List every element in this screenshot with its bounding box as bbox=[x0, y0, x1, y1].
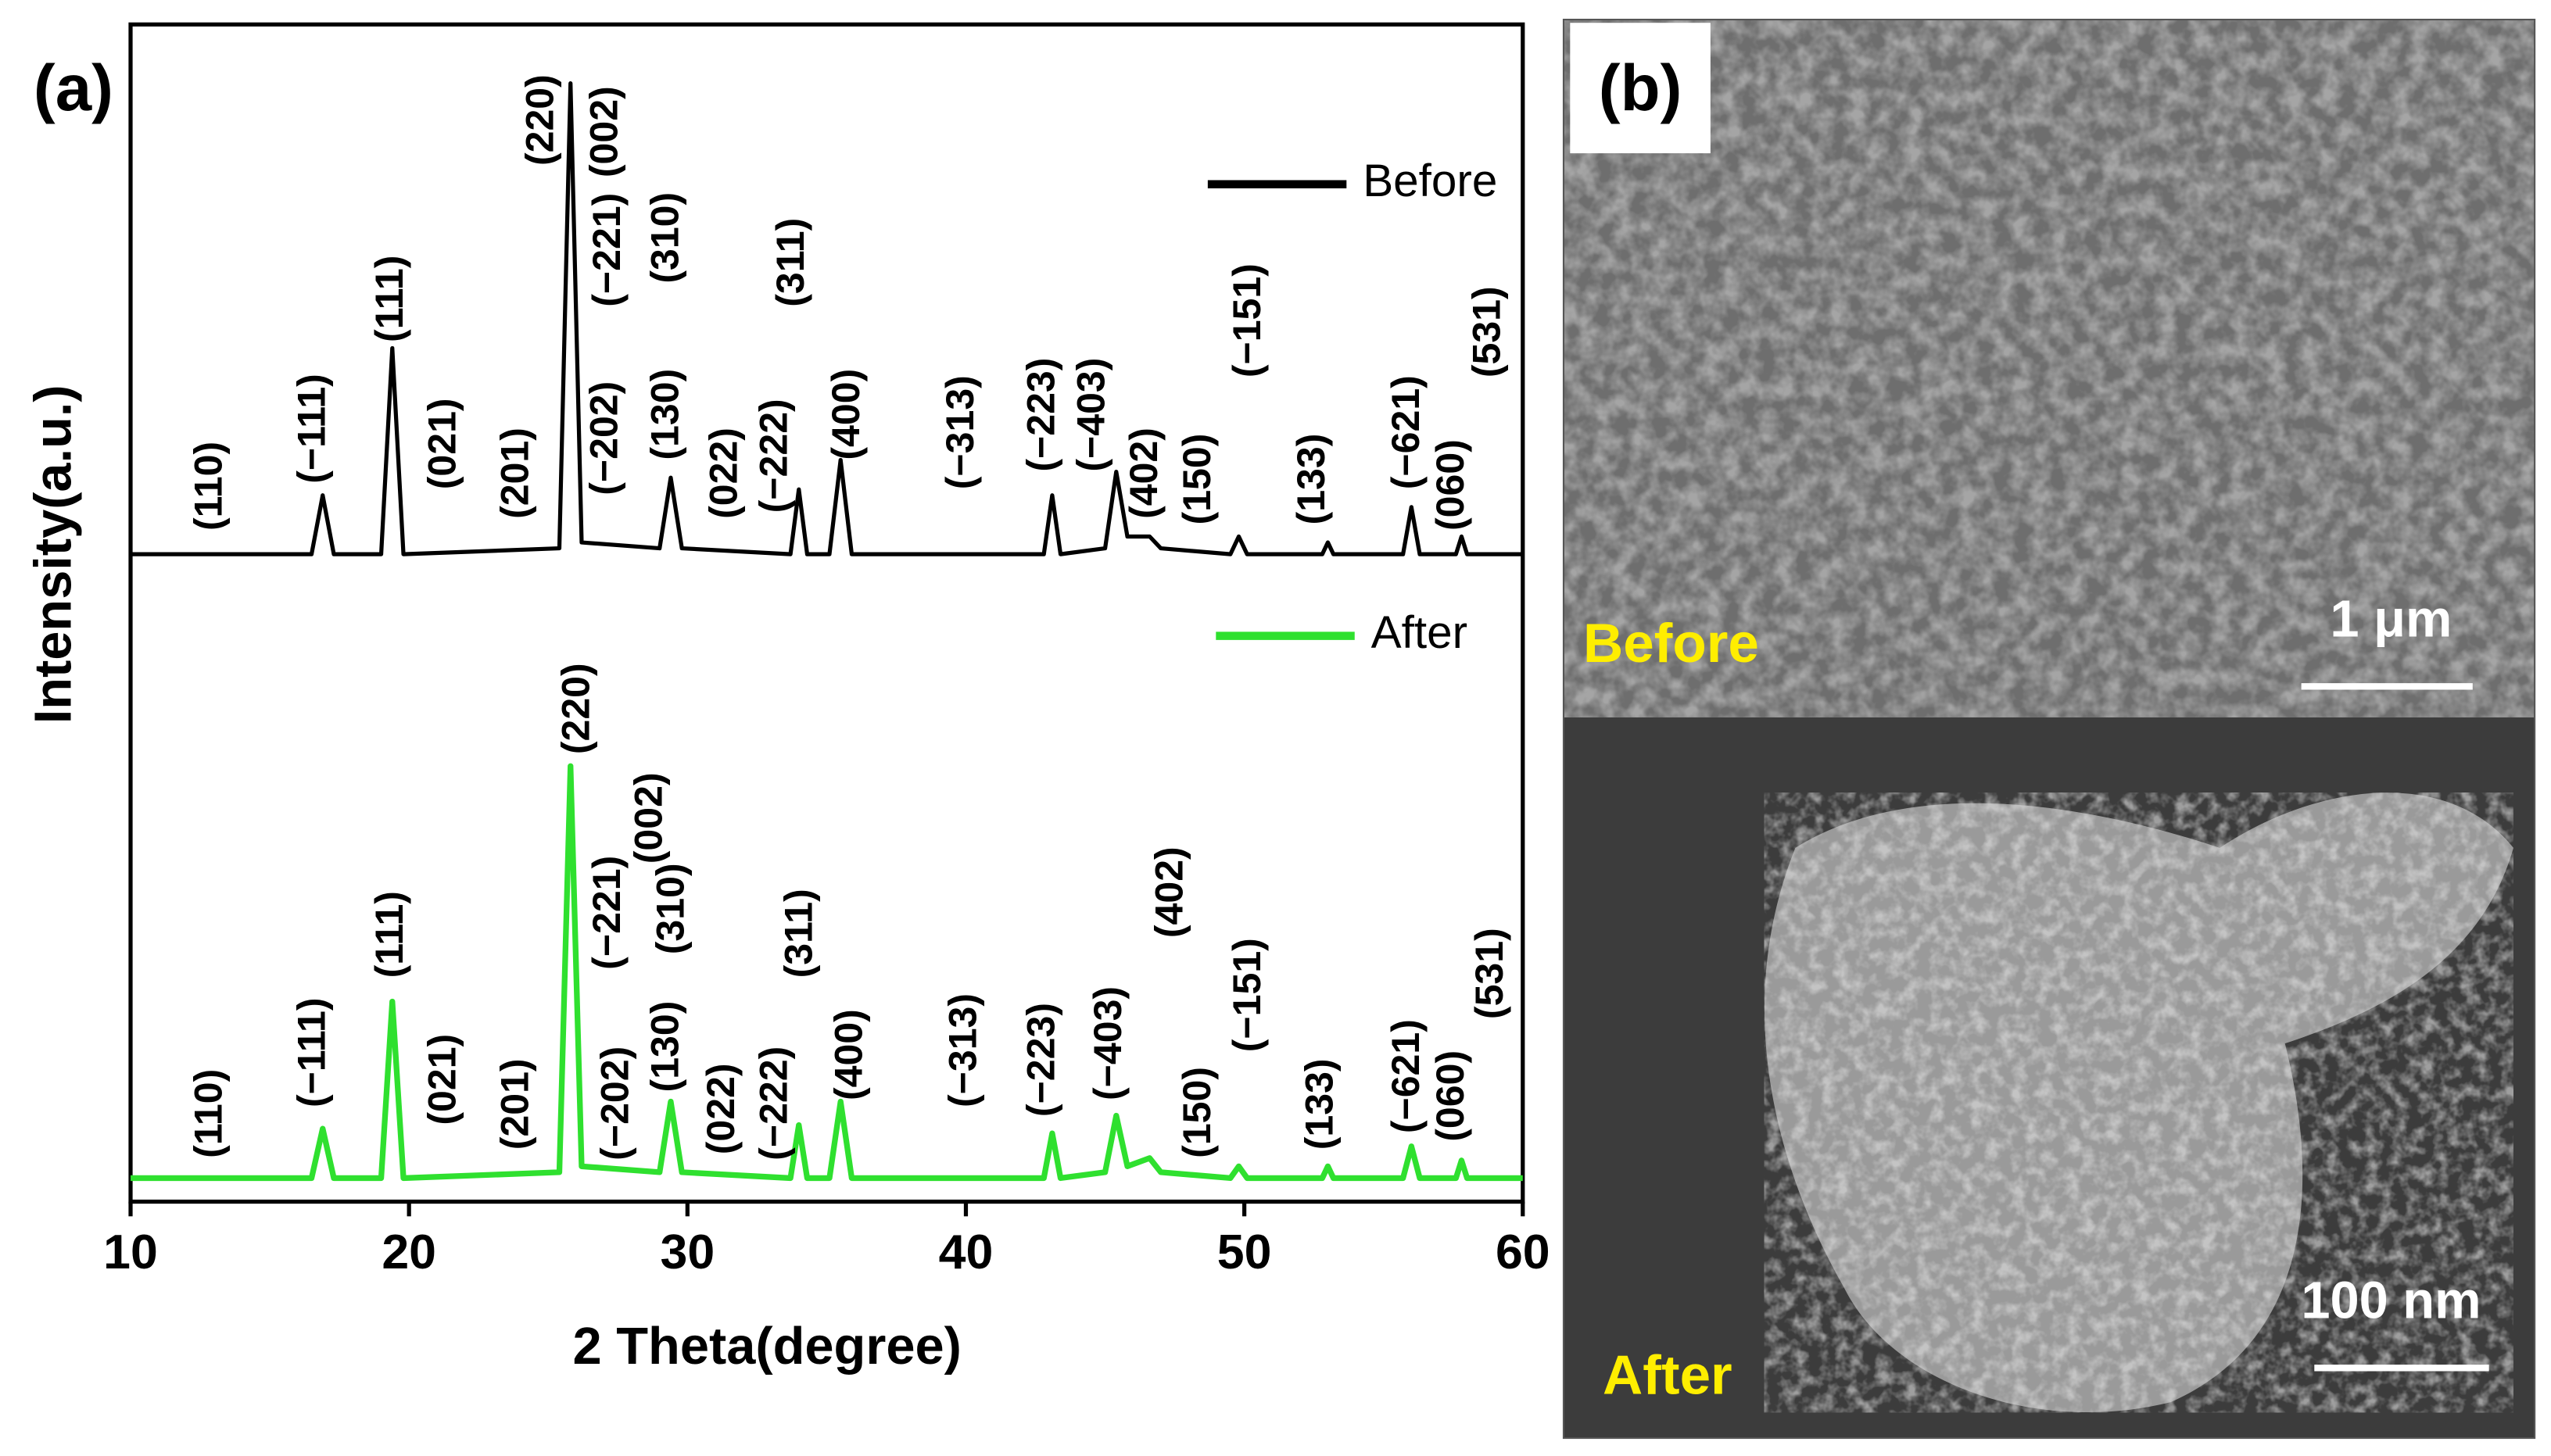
x-tick-label: 20 bbox=[382, 1225, 436, 1279]
peak-label: (−403) bbox=[1086, 986, 1130, 1100]
peak-label: (022) bbox=[699, 1063, 743, 1154]
scale-label: 1 μm bbox=[2330, 591, 2452, 649]
peak-label: (002) bbox=[626, 772, 670, 864]
x-tick-label: 30 bbox=[660, 1225, 715, 1279]
x-tick-label: 40 bbox=[939, 1225, 994, 1279]
peak-label: (−151) bbox=[1225, 263, 1269, 377]
peak-label: (111) bbox=[367, 891, 411, 978]
sem-label: Before bbox=[1583, 613, 1759, 674]
peak-label: (130) bbox=[643, 369, 687, 460]
peak-label: (−223) bbox=[1019, 358, 1062, 472]
peak-label: (531) bbox=[1467, 928, 1511, 1019]
peak-label: (−202) bbox=[582, 381, 625, 495]
peak-label: (110) bbox=[187, 442, 231, 531]
sem-label: After bbox=[1603, 1345, 1732, 1407]
peak-label: (−223) bbox=[1019, 1003, 1062, 1117]
peak-label: (402) bbox=[1147, 846, 1191, 938]
peak-label: (−313) bbox=[938, 375, 982, 489]
peak-label: (311) bbox=[777, 889, 821, 978]
peak-label: (060) bbox=[1428, 1050, 1472, 1142]
scale-label: 100 nm bbox=[2301, 1272, 2481, 1330]
peak-label: (531) bbox=[1464, 286, 1508, 377]
peak-label: (220) bbox=[518, 74, 561, 166]
plot-frame bbox=[128, 22, 1525, 1204]
peak-label: (−621) bbox=[1384, 375, 1428, 489]
peak-label: (−313) bbox=[941, 993, 985, 1107]
peak-label: (150) bbox=[1175, 434, 1219, 525]
panel-label: (b) bbox=[1599, 51, 1682, 124]
peak-label: (150) bbox=[1175, 1067, 1219, 1158]
peak-label: (402) bbox=[1122, 427, 1166, 519]
x-axis-title: 2 Theta(degree) bbox=[573, 1318, 962, 1376]
legend-label: After bbox=[1371, 607, 1467, 658]
peak-label: (311) bbox=[769, 218, 812, 307]
x-tick-label: 60 bbox=[1496, 1225, 1550, 1279]
peak-label: (−222) bbox=[752, 1046, 796, 1161]
peak-label: (060) bbox=[1428, 439, 1472, 531]
peak-label: (−403) bbox=[1069, 358, 1113, 472]
peak-label: (−111) bbox=[289, 997, 333, 1107]
peak-label: (−222) bbox=[752, 399, 796, 513]
peak-label: (021) bbox=[421, 1034, 464, 1125]
xrd-line bbox=[131, 763, 1523, 1182]
peak-label: (−621) bbox=[1384, 1019, 1428, 1133]
panel-label: (a) bbox=[34, 51, 113, 124]
y-axis-title: Intensity(a.u.) bbox=[25, 385, 83, 724]
legend-label: Before bbox=[1363, 156, 1497, 206]
x-tick-label: 50 bbox=[1217, 1225, 1272, 1279]
peak-label: (021) bbox=[421, 398, 464, 489]
peak-label: (400) bbox=[827, 1009, 871, 1100]
peak-label: (002) bbox=[582, 86, 625, 177]
peak-label: (133) bbox=[1298, 1058, 1342, 1150]
peak-label: (201) bbox=[493, 1058, 536, 1150]
peak-label: (400) bbox=[824, 369, 868, 460]
peak-label: (−202) bbox=[593, 1046, 637, 1161]
peak-label: (022) bbox=[701, 427, 745, 519]
peak-label: (−111) bbox=[289, 374, 333, 484]
xrd-line bbox=[131, 80, 1523, 556]
x-tick-label: 10 bbox=[103, 1225, 158, 1279]
sem-particle-texture bbox=[1764, 792, 2513, 1413]
peak-label: (130) bbox=[643, 1001, 687, 1093]
peak-label: (−151) bbox=[1225, 938, 1269, 1052]
peak-label: (−221) bbox=[585, 856, 629, 970]
panel-label-box bbox=[1570, 23, 1711, 154]
peak-label: (310) bbox=[649, 863, 693, 954]
sem-texture bbox=[1563, 20, 2535, 717]
peak-label: (310) bbox=[643, 192, 687, 284]
peak-label: (−221) bbox=[585, 193, 629, 307]
peak-label: (111) bbox=[367, 256, 411, 342]
peak-label: (220) bbox=[554, 663, 598, 754]
sem-frame bbox=[1562, 18, 2536, 1440]
peak-label: (133) bbox=[1289, 434, 1333, 525]
peak-label: (110) bbox=[187, 1069, 231, 1158]
peak-label: (201) bbox=[493, 427, 536, 519]
